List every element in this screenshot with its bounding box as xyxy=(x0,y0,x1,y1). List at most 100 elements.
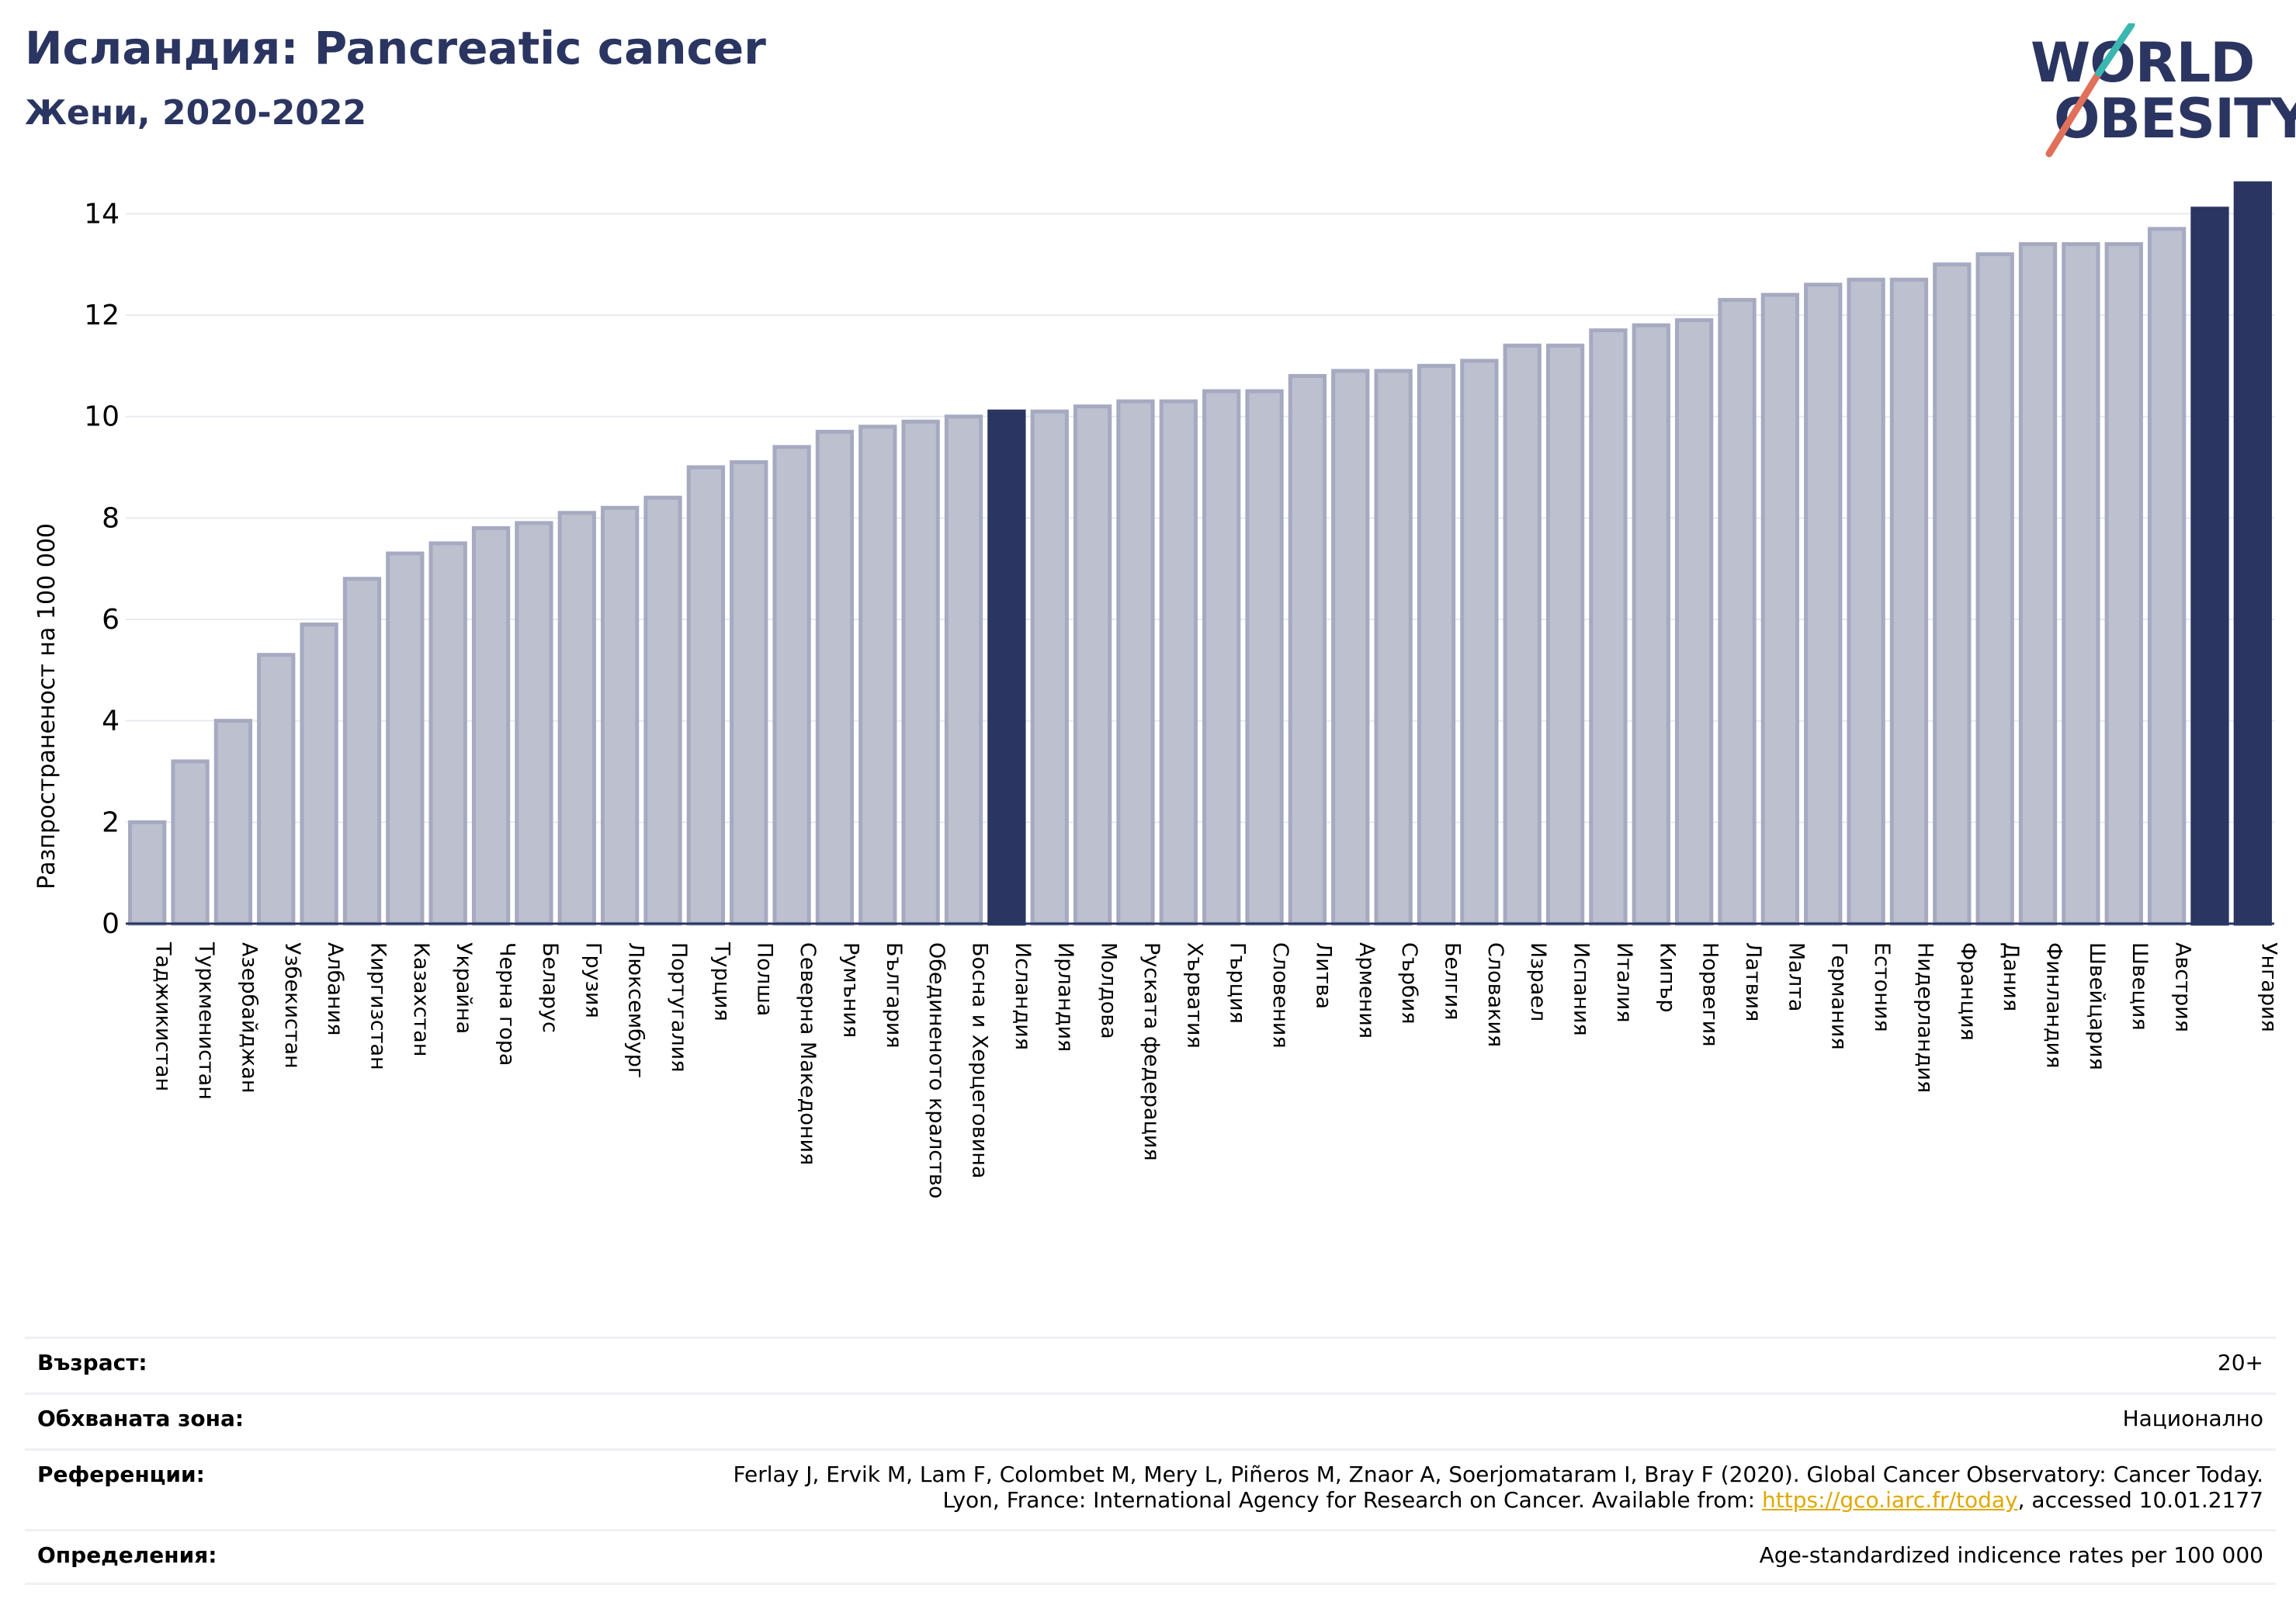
x-tick-label: Дания xyxy=(1999,942,2023,1011)
x-tick-label: Киргизстан xyxy=(366,942,390,1070)
logo-text-obesity: OBESITY xyxy=(2054,87,2296,151)
bar xyxy=(1975,252,2014,926)
bar xyxy=(1202,389,1241,926)
bar xyxy=(128,820,167,926)
bar xyxy=(342,577,382,926)
bar xyxy=(1331,369,1370,926)
page-subtitle: Жени, 2020-2022 xyxy=(25,93,367,133)
x-tick-label: Украйна xyxy=(452,942,476,1034)
x-tick-label: Беларус xyxy=(538,942,562,1033)
bar xyxy=(428,541,467,926)
bar xyxy=(730,460,768,926)
bar xyxy=(1374,369,1413,926)
x-tick-label: Литва xyxy=(1311,942,1335,1009)
info-row-references: Референции: Ferlay J, Ervik M, Lam F, Co… xyxy=(25,1448,2276,1529)
bar xyxy=(1847,277,1885,926)
y-tick-label: 12 xyxy=(84,300,120,331)
bar xyxy=(2018,242,2058,926)
bar-chart: 0 2 4 6 8 10 12 14 Таджикистан Туркменистан Азерб… xyxy=(33,181,2281,1198)
x-tick-label: Австрия xyxy=(2171,942,2195,1032)
x-tick-label: Италия xyxy=(1612,942,1636,1023)
definitions-label: Определения: xyxy=(37,1542,217,1568)
bar xyxy=(2147,227,2187,926)
bar xyxy=(1116,399,1155,926)
x-tick-label: Турция xyxy=(709,942,734,1021)
x-tick-label: Обединеното кралство xyxy=(924,942,949,1198)
x-axis-ticks: Таджикистан Туркменистан Азербайджан Узбеки… xyxy=(151,942,2281,1198)
bar xyxy=(1545,343,1585,926)
x-tick-label: Швейцария xyxy=(2085,942,2109,1070)
y-axis-label: Разпространеност на 100 000 xyxy=(33,523,61,890)
logo-slash-icon xyxy=(2045,23,2135,158)
y-tick-label: 6 xyxy=(102,604,120,636)
x-tick-label: Словения xyxy=(1268,942,1292,1049)
references-value: Ferlay J, Ervik M, Lam F, Colombet M, Me… xyxy=(733,1462,2263,1513)
page-title: Исландия: Pancreatic cancer xyxy=(25,22,766,75)
x-tick-label: Сърбия xyxy=(1397,942,1421,1025)
world-obesity-logo: WORLD OBESITY xyxy=(2018,23,2296,163)
info-row-definitions: Определения: Age-standardized indicence … xyxy=(25,1529,2276,1585)
reference-line-2-prefix: Lyon, France: International Agency for R… xyxy=(942,1487,1762,1513)
bar xyxy=(1460,359,1499,926)
x-tick-label: Таджикистан xyxy=(151,942,175,1091)
x-tick-label: Босна и Херцеговина xyxy=(968,942,992,1178)
y-tick-label: 0 xyxy=(102,908,120,940)
area-value: Национално xyxy=(2122,1406,2263,1431)
bar xyxy=(1760,293,1800,926)
x-tick-label: Норвегия xyxy=(1698,942,1722,1046)
x-tick-label: Словакия xyxy=(1483,942,1507,1047)
bar xyxy=(944,414,983,926)
bar xyxy=(643,495,682,926)
bar xyxy=(2104,242,2143,926)
x-tick-label: Португалия xyxy=(667,942,691,1072)
bar xyxy=(1030,409,1069,926)
bar xyxy=(1632,323,1670,926)
x-tick-label: Молдова xyxy=(1097,942,1121,1039)
bar xyxy=(600,505,640,926)
y-tick-label: 14 xyxy=(84,198,120,230)
bar xyxy=(171,759,210,926)
bar xyxy=(901,419,940,926)
bar xyxy=(1589,328,1628,926)
x-tick-label: Франция xyxy=(1956,942,1980,1041)
bar xyxy=(2190,206,2229,926)
age-label: Възраст: xyxy=(37,1350,147,1375)
x-tick-label: Люксембург xyxy=(624,942,648,1078)
x-tick-label: България xyxy=(882,942,906,1049)
bar xyxy=(686,465,726,926)
area-label: Обхваната зона: xyxy=(37,1406,245,1431)
info-row-age: Възраст: 20+ xyxy=(25,1337,2276,1392)
x-tick-label: Латвия xyxy=(1741,942,1765,1021)
reference-link[interactable]: https://gco.iarc.fr/today xyxy=(1762,1487,2018,1513)
references-label: Референции: xyxy=(37,1462,205,1487)
bar xyxy=(471,525,511,926)
x-tick-label: Нидерландия xyxy=(1913,942,1937,1093)
bar xyxy=(1804,283,1843,926)
reference-line-2: Lyon, France: International Agency for R… xyxy=(733,1487,2263,1513)
logo-text-world: WORLD xyxy=(2031,31,2255,95)
x-tick-label: Исландия xyxy=(1011,942,1035,1050)
bar xyxy=(2233,181,2272,926)
bar xyxy=(386,551,425,926)
x-tick-label: Северна Македония xyxy=(796,942,820,1165)
bar xyxy=(815,429,855,926)
x-tick-label: Албания xyxy=(323,942,347,1035)
definitions-value: Age-standardized indicence rates per 100… xyxy=(1759,1542,2263,1568)
bar xyxy=(1718,297,1757,926)
bar xyxy=(1073,404,1112,926)
bars xyxy=(128,181,2272,926)
x-tick-label: Кипър xyxy=(1655,942,1679,1013)
bar xyxy=(1159,399,1198,926)
x-tick-label: Румъния xyxy=(838,942,862,1038)
bar xyxy=(1417,363,1456,926)
y-tick-label: 2 xyxy=(102,806,120,838)
x-tick-label: Азербайджан xyxy=(237,942,261,1094)
x-tick-label: Испания xyxy=(1569,942,1594,1036)
x-tick-label: Белгия xyxy=(1440,942,1464,1020)
y-tick-label: 10 xyxy=(84,401,120,433)
x-tick-label: Черна гора xyxy=(495,942,519,1066)
bar xyxy=(1245,389,1284,926)
y-tick-label: 8 xyxy=(102,502,120,534)
bar xyxy=(300,622,338,926)
y-tick-label: 4 xyxy=(102,706,120,737)
